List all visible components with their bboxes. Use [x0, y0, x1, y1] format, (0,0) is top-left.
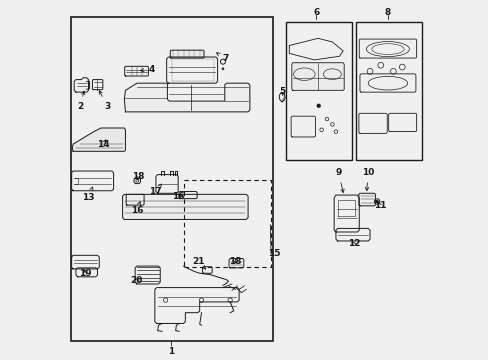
Text: 10: 10	[361, 168, 374, 191]
Bar	[285, 22, 351, 160]
Ellipse shape	[376, 201, 377, 202]
Bar	[70, 17, 273, 341]
Text: 7: 7	[216, 53, 228, 63]
Ellipse shape	[317, 104, 320, 107]
Text: 18: 18	[229, 257, 241, 266]
Text: 6: 6	[312, 8, 319, 17]
Text: 2: 2	[77, 91, 84, 111]
Text: 3: 3	[99, 91, 110, 111]
Text: 5: 5	[279, 86, 285, 95]
Polygon shape	[72, 128, 125, 151]
Text: 17: 17	[149, 184, 162, 196]
Text: 15: 15	[267, 249, 280, 258]
Bar	[355, 22, 421, 160]
Ellipse shape	[222, 68, 224, 70]
Polygon shape	[122, 194, 247, 220]
Text: 21: 21	[192, 257, 205, 269]
Polygon shape	[291, 63, 344, 90]
Text: 9: 9	[335, 168, 344, 193]
Text: 19: 19	[79, 269, 91, 278]
Polygon shape	[170, 50, 203, 58]
Text: 12: 12	[347, 239, 359, 248]
Text: 4: 4	[141, 65, 154, 74]
Text: 13: 13	[82, 187, 95, 202]
Text: 11: 11	[373, 201, 386, 210]
Text: 20: 20	[130, 276, 143, 285]
Polygon shape	[124, 83, 249, 112]
Text: 8: 8	[384, 8, 390, 17]
Text: 14: 14	[96, 140, 109, 149]
Text: 18: 18	[132, 172, 144, 181]
Text: 16: 16	[130, 202, 143, 215]
Text: 1: 1	[167, 347, 174, 356]
Text: 16: 16	[172, 192, 184, 201]
